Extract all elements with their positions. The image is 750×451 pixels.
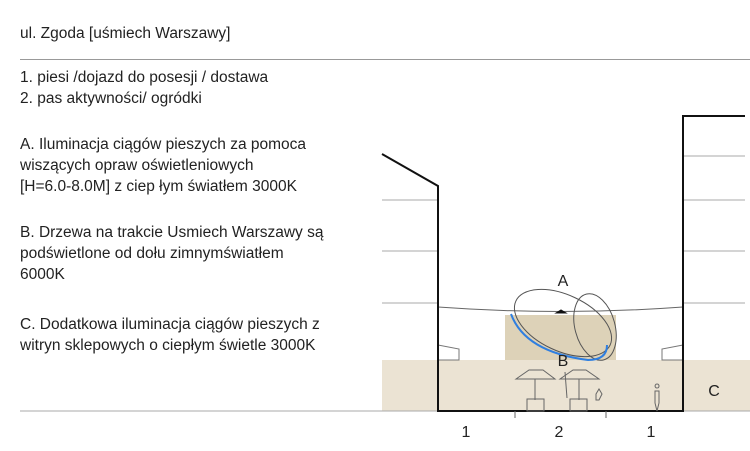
page-title: ul. Zgoda [uśmiech Warszawy] bbox=[20, 25, 231, 42]
note-c-line: witryn sklepowych o ciepłym świetle 3000… bbox=[20, 337, 316, 354]
label-a: A bbox=[558, 273, 569, 290]
zone-2-text: 2. pas aktywności/ ogródki bbox=[20, 90, 202, 107]
note-c: C. Dodatkowa iluminacja ciągów pieszych … bbox=[20, 314, 320, 356]
zone-label-1-left: 1 bbox=[462, 424, 471, 441]
cafe-furniture bbox=[514, 369, 660, 412]
underlight-arc bbox=[510, 313, 608, 362]
note-b-line: B. Drzewa na trakcie Usmiech Warszawy są bbox=[20, 224, 324, 241]
awnings bbox=[437, 344, 684, 361]
hanging-lamp-icon bbox=[554, 309, 568, 314]
note-a-line: [H=6.0-8.0M] z ciep łym światłem 3000K bbox=[20, 178, 297, 195]
building-walls bbox=[381, 115, 745, 412]
zone-label-1-right: 1 bbox=[647, 424, 656, 441]
zone-dividers bbox=[514, 411, 607, 418]
note-c-line: C. Dodatkowa iluminacja ciągów pieszych … bbox=[20, 316, 320, 333]
note-b-line: 6000K bbox=[20, 266, 65, 283]
note-a-line: wiszących opraw oświetleniowych bbox=[20, 157, 254, 174]
floor-lines bbox=[382, 155, 745, 304]
zones-legend: 1. piesi /dojazd do posesji / dostawa 2.… bbox=[20, 67, 268, 109]
note-a-line: A. Iluminacja ciągów pieszych za pomoca bbox=[20, 136, 307, 153]
tree-crown bbox=[510, 288, 617, 362]
zone-1-text: 1. piesi /dojazd do posesji / dostawa bbox=[20, 69, 269, 86]
label-c: C bbox=[708, 383, 720, 400]
zone-label-2: 2 bbox=[555, 424, 564, 441]
label-b: B bbox=[558, 353, 569, 370]
note-b: B. Drzewa na trakcie Usmiech Warszawy są… bbox=[20, 222, 323, 285]
note-b-line: podświetlone od dołu zimnymświatłem bbox=[20, 245, 284, 262]
note-a: A. Iluminacja ciągów pieszych za pomoca … bbox=[20, 134, 306, 197]
title-divider bbox=[20, 59, 750, 60]
